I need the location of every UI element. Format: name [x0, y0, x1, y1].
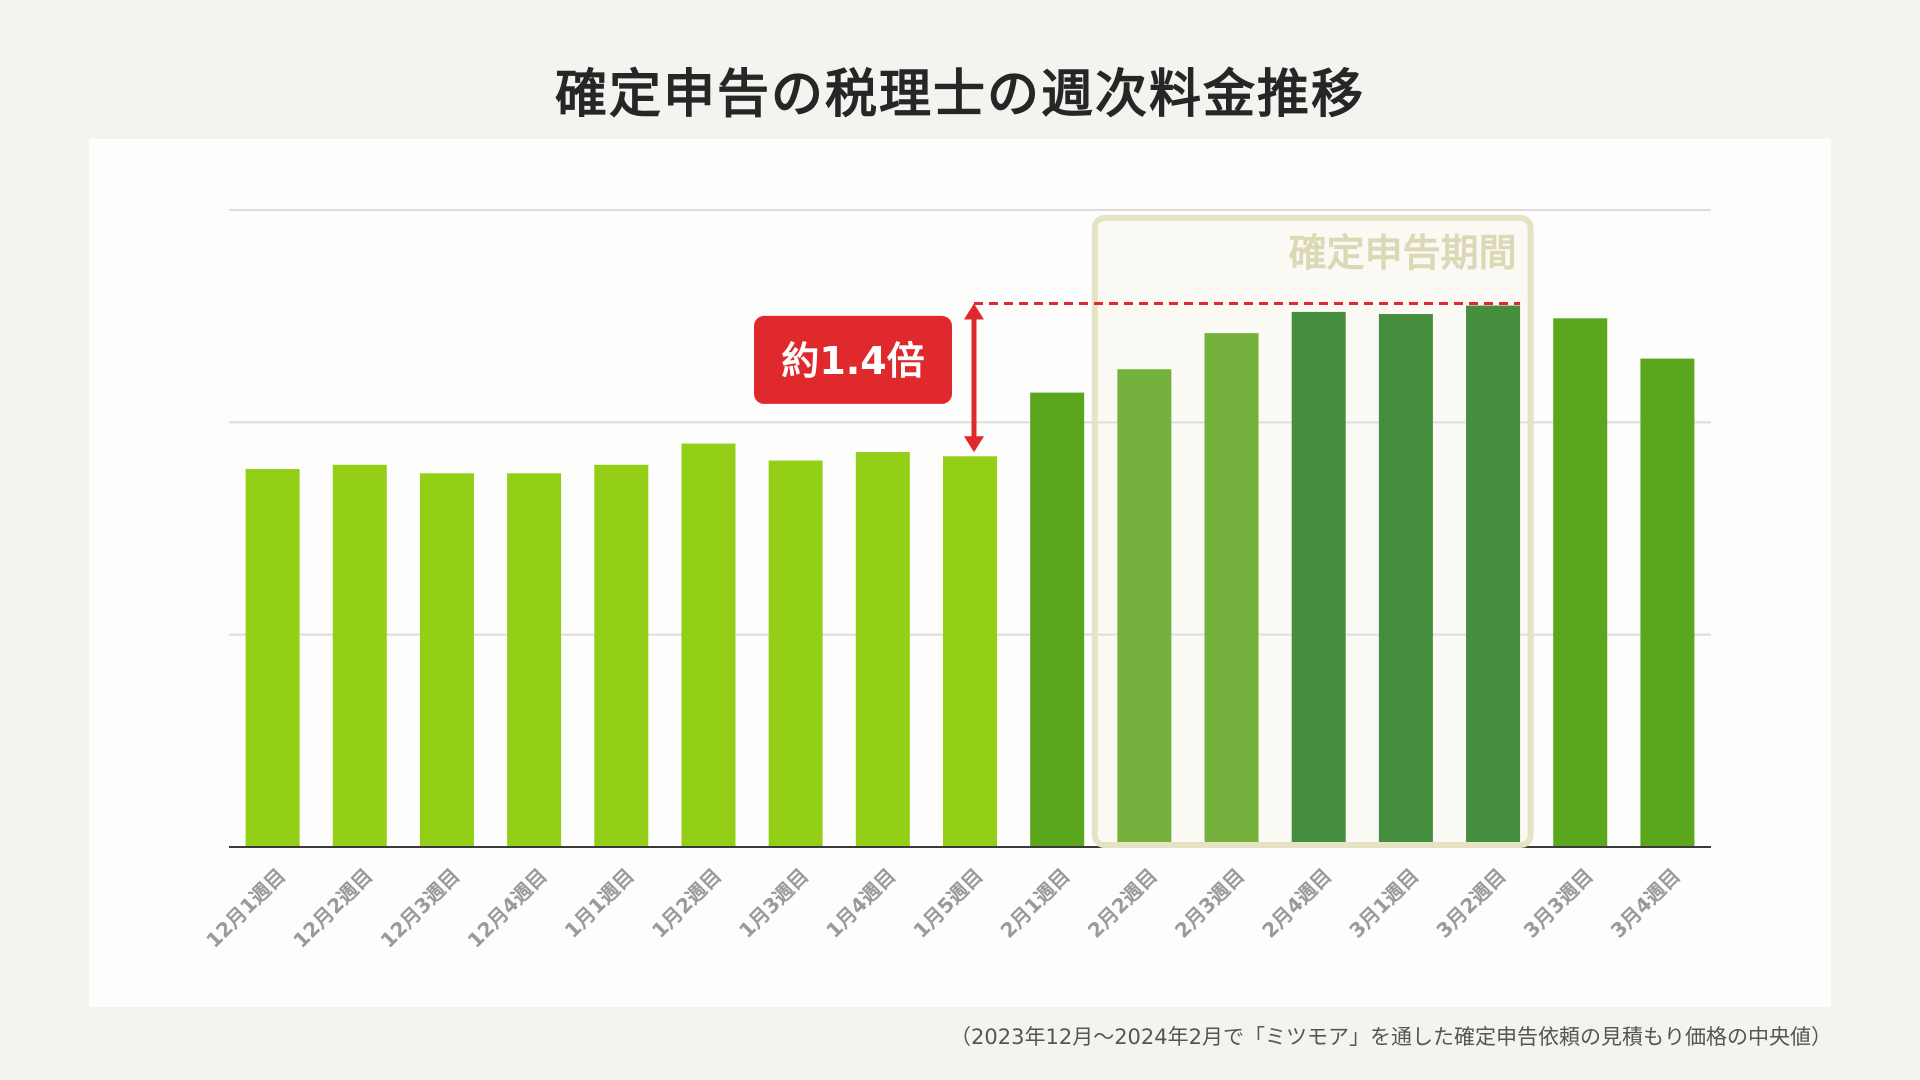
bar-8 — [943, 456, 997, 847]
bar-9 — [1030, 392, 1085, 847]
x-tick-label-14: 3月2週目 — [1432, 864, 1511, 943]
x-tick-label-2: 12月3週目 — [376, 864, 465, 953]
x-tick-label-10: 2月2週目 — [1083, 864, 1162, 943]
period-box — [1091, 215, 1534, 848]
x-tick-label-8: 1月5週目 — [908, 864, 987, 943]
x-tick-label-9: 2月1週目 — [996, 864, 1075, 943]
x-tick-label-0: 12月1週目 — [201, 864, 290, 953]
bar-16 — [1640, 358, 1695, 847]
source-footnote: （2023年12月〜2024年2月で「ミツモア」を通した確定申告依頼の見積もり価… — [950, 1025, 1832, 1049]
chart-panel: 12月1週目 12月2週目 12月3週目 12月4週目 1月1週目 1月2週目 1月3週目 1… — [89, 139, 1831, 1007]
x-tick-label-3: 12月4週目 — [463, 864, 552, 953]
bar-14 — [1466, 305, 1521, 847]
x-tick-label-15: 3月3週目 — [1519, 864, 1598, 943]
bar-11 — [1204, 333, 1259, 847]
x-tick-label-1: 12月2週目 — [288, 864, 377, 953]
x-tick-label-7: 1月4週目 — [821, 864, 900, 943]
bar-13 — [1378, 314, 1433, 847]
ratio-arrow-head-down — [964, 436, 984, 453]
ratio-arrow-head-up — [964, 303, 984, 320]
bar-2 — [419, 473, 474, 847]
x-tick-label-6: 1月3週目 — [734, 864, 813, 943]
x-tick-label-16: 3月4週目 — [1606, 864, 1685, 943]
x-tick-label-5: 1月2週目 — [647, 864, 726, 943]
bar-15 — [1553, 318, 1608, 847]
ratio-callout-label: 約1.4倍 — [781, 339, 924, 383]
x-tick-label-11: 2月3週目 — [1170, 864, 1249, 943]
bar-3 — [507, 473, 562, 847]
bar-0 — [245, 469, 300, 847]
bar-1 — [332, 464, 387, 847]
period-label: 確定申告期間 — [1289, 231, 1517, 275]
bar-7 — [855, 452, 910, 847]
bar-10 — [1117, 369, 1172, 847]
ratio-callout-box — [754, 315, 952, 404]
bar-4 — [594, 464, 649, 847]
chart-title: 確定申告の税理士の週次料金推移 — [554, 65, 1365, 125]
bar-12 — [1291, 311, 1346, 847]
bar-6 — [768, 460, 823, 847]
x-tick-label-13: 3月1週目 — [1344, 864, 1423, 943]
bar-5 — [681, 443, 736, 847]
x-tick-label-12: 2月4週目 — [1257, 864, 1336, 943]
x-tick-label-4: 1月1週目 — [560, 864, 639, 943]
